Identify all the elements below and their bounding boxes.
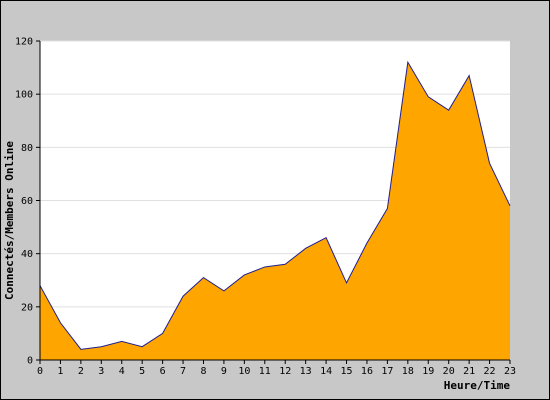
x-tick-label: 11 bbox=[259, 366, 271, 377]
y-axis-title: Connectés/Members Online bbox=[3, 141, 16, 300]
x-tick-label: 23 bbox=[504, 366, 516, 377]
x-tick-label: 16 bbox=[361, 366, 373, 377]
x-tick-labels: 0 1 2 3 4 5 6 7 8 9 10 11 12 13 14 15 16 17 18 19 20 21 22 23 bbox=[37, 366, 516, 377]
x-tick-label: 1 bbox=[57, 366, 63, 377]
x-tick-label: 4 bbox=[119, 366, 125, 377]
y-tick-label: 80 bbox=[21, 143, 33, 154]
y-tick-label: 60 bbox=[21, 196, 33, 207]
x-tick-label: 14 bbox=[320, 366, 332, 377]
x-tick-label: 2 bbox=[78, 366, 84, 377]
x-tick-label: 19 bbox=[422, 366, 434, 377]
x-tick-label: 18 bbox=[402, 366, 414, 377]
x-tick-label: 13 bbox=[300, 366, 312, 377]
x-tick-label: 0 bbox=[37, 366, 43, 377]
x-tick-label: 6 bbox=[160, 366, 166, 377]
x-tick-label: 17 bbox=[381, 366, 393, 377]
y-tick-label: 20 bbox=[21, 302, 33, 313]
y-tick-label: 40 bbox=[21, 249, 33, 260]
area-series-line bbox=[39, 60, 511, 350]
y-tick-label: 120 bbox=[15, 37, 33, 48]
x-tick-label: 22 bbox=[484, 366, 496, 377]
x-tick-label: 20 bbox=[443, 366, 455, 377]
x-tick-label: 12 bbox=[279, 366, 291, 377]
axes bbox=[36, 40, 511, 364]
y-tick-labels: 0 20 40 60 80 100 120 bbox=[15, 37, 33, 367]
x-tick-label: 3 bbox=[98, 366, 104, 377]
x-tick-label: 21 bbox=[463, 366, 475, 377]
y-tick-label: 0 bbox=[27, 356, 33, 367]
area-series bbox=[40, 62, 510, 361]
x-tick-label: 9 bbox=[221, 366, 227, 377]
x-tick-label: 5 bbox=[139, 366, 145, 377]
x-tick-label: 8 bbox=[200, 366, 206, 377]
y-tick-label: 100 bbox=[15, 90, 33, 101]
x-tick-label: 10 bbox=[238, 366, 250, 377]
x-tick-label: 15 bbox=[340, 366, 352, 377]
x-tick-label: 7 bbox=[180, 366, 186, 377]
x-axis-title: Heure/Time bbox=[444, 379, 511, 392]
